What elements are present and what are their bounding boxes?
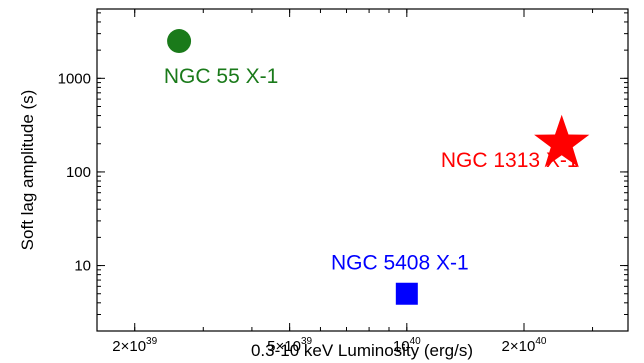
label-ngc-5408-x-1: NGC 5408 X-1 bbox=[331, 252, 469, 275]
x-tick-label: 2×1039 bbox=[112, 336, 157, 355]
x-tick-label-exponent: 39 bbox=[146, 336, 158, 347]
y-axis-title: Soft lag amplitude (s) bbox=[18, 90, 37, 251]
x-tick-label-base: 2×10 bbox=[502, 338, 536, 355]
x-tick-label-base: 5×10 bbox=[267, 338, 301, 355]
label-ngc-55-x-1: NGC 55 X-1 bbox=[164, 65, 278, 88]
x-tick-label: 1040 bbox=[393, 336, 421, 355]
y-tick-label: 10 bbox=[74, 258, 91, 275]
x-axis-title: 0.3-10 keV Luminosity (erg/s) bbox=[251, 341, 473, 360]
x-tick-label-exponent: 40 bbox=[535, 336, 547, 347]
point-ngc-5408-x-1 bbox=[395, 282, 418, 305]
point-ngc-55-x-1 bbox=[167, 29, 192, 54]
x-tick-label-base: 2×10 bbox=[112, 338, 146, 355]
x-tick-label: 2×1040 bbox=[502, 336, 547, 355]
x-tick-label: 5×1039 bbox=[267, 336, 312, 355]
data-marks bbox=[167, 29, 590, 305]
x-tick-label-exponent: 40 bbox=[410, 336, 422, 347]
point-ngc-1313-x-1 bbox=[534, 114, 590, 168]
y-tick-label: 100 bbox=[66, 164, 91, 181]
plot-frame bbox=[96, 8, 629, 332]
x-tick-label-base: 10 bbox=[393, 338, 410, 355]
x-tick-label-exponent: 39 bbox=[301, 336, 313, 347]
data-labels: NGC 55 X-1 NGC 1313 X-1 NGC 5408 X-1 bbox=[164, 65, 579, 275]
y-tick-label: 1000 bbox=[58, 70, 91, 87]
label-ngc-1313-x-1: NGC 1313 X-1 bbox=[441, 149, 579, 172]
